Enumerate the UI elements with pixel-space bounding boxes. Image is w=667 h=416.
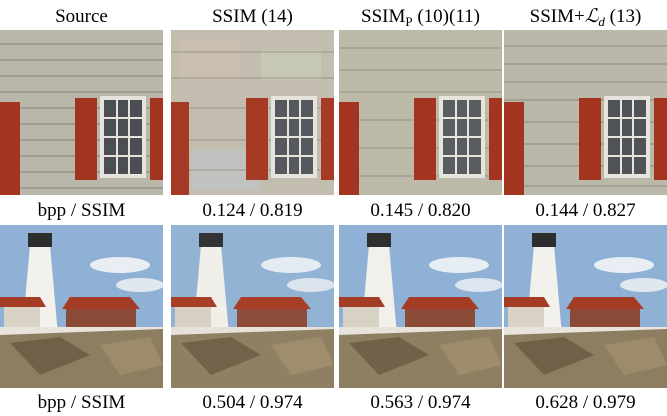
wall-ssim-image: [171, 30, 334, 195]
header-ssim: SSIM (14): [212, 6, 293, 27]
row1-metric-ssim-p: 0.145 / 0.820: [370, 200, 471, 221]
header-ssim-p: SSIMP (10)(11): [361, 6, 480, 29]
wall-source-image: [0, 30, 163, 195]
wall-ssim-ld-image: [504, 30, 667, 195]
lighthouse-source-image: [0, 225, 163, 388]
lighthouse-ssim-ld-image: [504, 225, 667, 388]
row1-metric-ssim: 0.124 / 0.819: [202, 200, 303, 221]
row2-metric-ssim-p: 0.563 / 0.974: [370, 392, 471, 413]
row2-metric-ssim: 0.504 / 0.974: [202, 392, 303, 413]
header-ssim-ld: SSIM+ℒd (13): [529, 6, 642, 29]
row1-caption-label: bpp / SSIM: [37, 200, 126, 221]
row2-caption-label: bpp / SSIM: [37, 392, 126, 413]
wall-ssim-p-image: [339, 30, 502, 195]
lighthouse-ssim-image: [171, 225, 334, 388]
row1-metric-ssim-ld: 0.144 / 0.827: [535, 200, 636, 221]
row2-metric-ssim-ld: 0.628 / 0.979: [535, 392, 636, 413]
header-source: Source: [55, 6, 108, 27]
lighthouse-ssim-p-image: [339, 225, 502, 388]
